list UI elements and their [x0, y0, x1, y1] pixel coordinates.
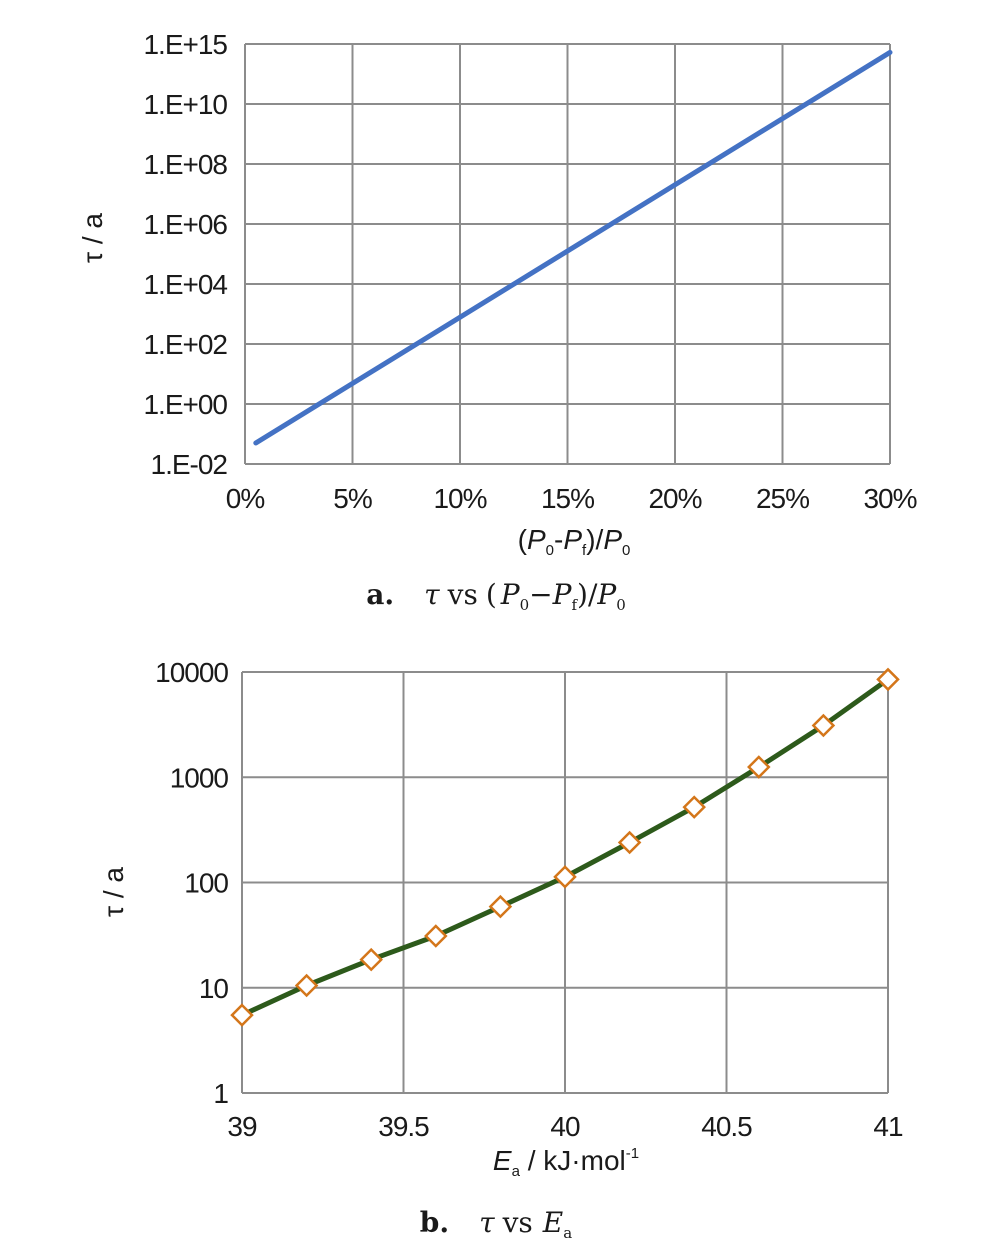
- chart-a: 1.E-02 1.E+00 1.E+02 1.E+04 1.E+06 1.E+08 1.E+…: [77, 29, 918, 614]
- chart-a-grid: [244, 43, 891, 465]
- chart-a-y-ticks: 1.E-02 1.E+00 1.E+02 1.E+04 1.E+06 1.E+08 1.E+…: [143, 29, 228, 480]
- chart-a-x-tick-label: 5%: [333, 483, 372, 514]
- chart-b-y-ticks: 1 10 100 1000 10000: [155, 657, 229, 1109]
- chart-b-data-point: [424, 924, 448, 948]
- chart-b-data-point: [230, 1003, 254, 1027]
- chart-b-series: [230, 667, 900, 1027]
- chart-a-x-tick-label: 0%: [226, 483, 265, 514]
- chart-a-y-tick-label: 1.E+08: [143, 149, 227, 180]
- chart-b-x-tick-label: 39: [227, 1111, 257, 1142]
- chart-b-data-point: [876, 667, 900, 692]
- chart-a-caption: a. τ vs(P0−Pf)/P0: [366, 578, 626, 614]
- chart-a-y-tick-label: 1.E+06: [143, 209, 227, 240]
- chart-b-data-point: [617, 830, 642, 855]
- chart-a-y-axis-label: τ / a: [77, 213, 108, 263]
- chart-b: 1 10 100 1000 10000 39 39.5 40 40.5 41 τ / a Ea …: [98, 657, 904, 1242]
- chart-b-x-tick-label: 40.5: [701, 1111, 752, 1142]
- chart-b-data-point: [811, 713, 836, 738]
- chart-a-y-tick-label: 1.E+02: [143, 329, 227, 360]
- chart-b-y-tick-label: 10000: [155, 657, 228, 688]
- chart-a-x-tick-label: 10%: [433, 483, 486, 514]
- chart-b-y-tick-label: 1000: [170, 762, 229, 793]
- chart-b-y-tick-label: 1: [213, 1078, 228, 1109]
- chart-b-y-tick-label: 10: [199, 973, 229, 1004]
- chart-a-y-tick-label: 1.E+10: [143, 89, 227, 120]
- chart-a-y-tick-label: 1.E+04: [143, 269, 227, 300]
- chart-b-x-tick-label: 40: [550, 1111, 580, 1142]
- chart-b-data-point: [747, 755, 771, 779]
- chart-b-x-tick-label: 41: [873, 1111, 903, 1142]
- chart-b-caption: b. τ vs Ea: [420, 1206, 572, 1242]
- chart-b-y-axis-label: τ / a: [98, 867, 129, 917]
- chart-b-x-axis-label: Ea / kJ·mol-1: [493, 1145, 639, 1180]
- chart-a-x-tick-label: 15%: [541, 483, 594, 514]
- chart-b-x-tick-label: 39.5: [378, 1111, 429, 1142]
- chart-a-x-tick-label: 30%: [863, 483, 916, 514]
- chart-a-series-line: [253, 49, 893, 446]
- chart-a-y-tick-label: 1.E-02: [151, 449, 228, 480]
- chart-a-series: [253, 49, 893, 446]
- chart-b-data-point: [488, 894, 513, 919]
- chart-b-x-ticks: 39 39.5 40 40.5 41: [227, 1111, 904, 1142]
- chart-a-x-ticks: 0% 5% 10% 15% 20% 25% 30%: [226, 483, 918, 514]
- chart-a-y-tick-label: 1.E+00: [143, 389, 227, 420]
- chart-a-x-tick-label: 25%: [756, 483, 809, 514]
- chart-a-x-axis-label: (P0-Pf)/P0: [518, 524, 631, 559]
- chart-a-y-tick-label: 1.E+15: [143, 29, 227, 60]
- chart-b-data-point: [359, 947, 383, 972]
- chart-a-x-tick-label: 20%: [648, 483, 701, 514]
- chart-b-y-tick-label: 100: [184, 868, 228, 899]
- chart-b-data-point: [294, 973, 319, 998]
- chart-b-data-point: [553, 865, 577, 889]
- chart-b-data-point: [682, 795, 706, 819]
